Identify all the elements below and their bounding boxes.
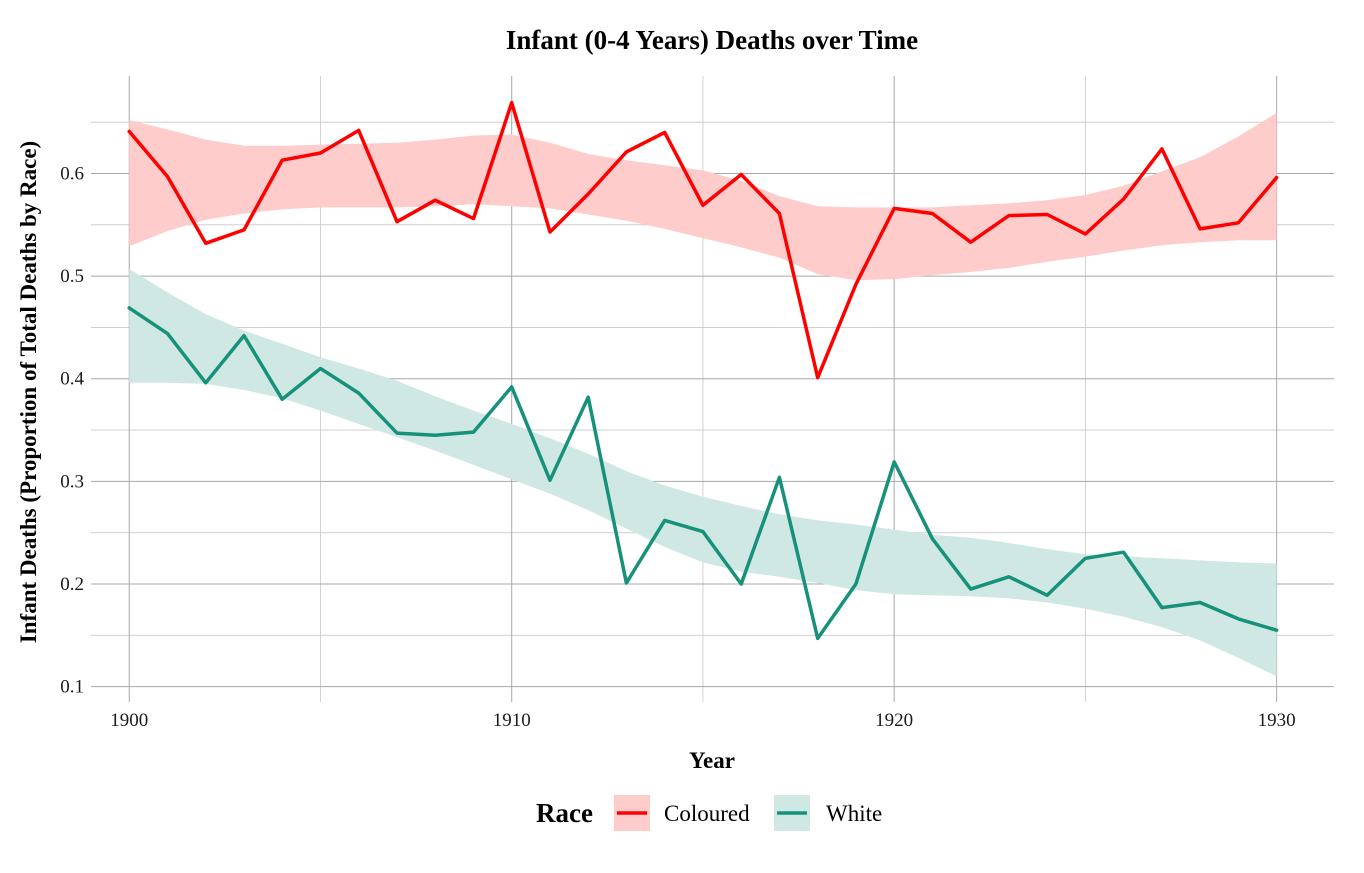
x-tick-label: 1930 <box>1258 710 1296 731</box>
legend-label-white: White <box>826 801 882 826</box>
y-axis-ticks: 0.1 0.2 0.3 0.4 0.5 0.6 <box>60 163 84 697</box>
legend-item-white: White <box>774 795 882 831</box>
confidence-band-white <box>129 268 1277 677</box>
y-tick-label: 0.5 <box>60 266 84 287</box>
y-tick-label: 0.2 <box>60 574 84 595</box>
y-axis-title: Infant Deaths (Proportion of Total Death… <box>16 141 41 643</box>
y-tick-label: 0.6 <box>60 163 84 184</box>
chart-title: Infant (0-4 Years) Deaths over Time <box>506 25 918 55</box>
x-tick-label: 1920 <box>875 710 913 731</box>
x-axis-ticks: 1900 1910 1920 1930 <box>110 710 1295 731</box>
legend: Race Coloured White <box>536 795 882 831</box>
x-tick-label: 1900 <box>110 710 148 731</box>
x-tick-label: 1910 <box>493 710 531 731</box>
legend-item-coloured: Coloured <box>614 795 750 831</box>
confidence-band-coloured <box>129 112 1277 281</box>
series-line-white <box>127 306 1279 641</box>
y-tick-label: 0.1 <box>60 677 84 698</box>
series-line-coloured <box>127 100 1279 380</box>
series-lines <box>127 100 1279 641</box>
legend-title: Race <box>536 798 593 828</box>
confidence-bands <box>129 112 1277 677</box>
x-axis-title: Year <box>689 748 735 773</box>
y-tick-label: 0.3 <box>60 471 84 492</box>
legend-label-coloured: Coloured <box>664 801 750 826</box>
y-tick-label: 0.4 <box>60 369 84 390</box>
